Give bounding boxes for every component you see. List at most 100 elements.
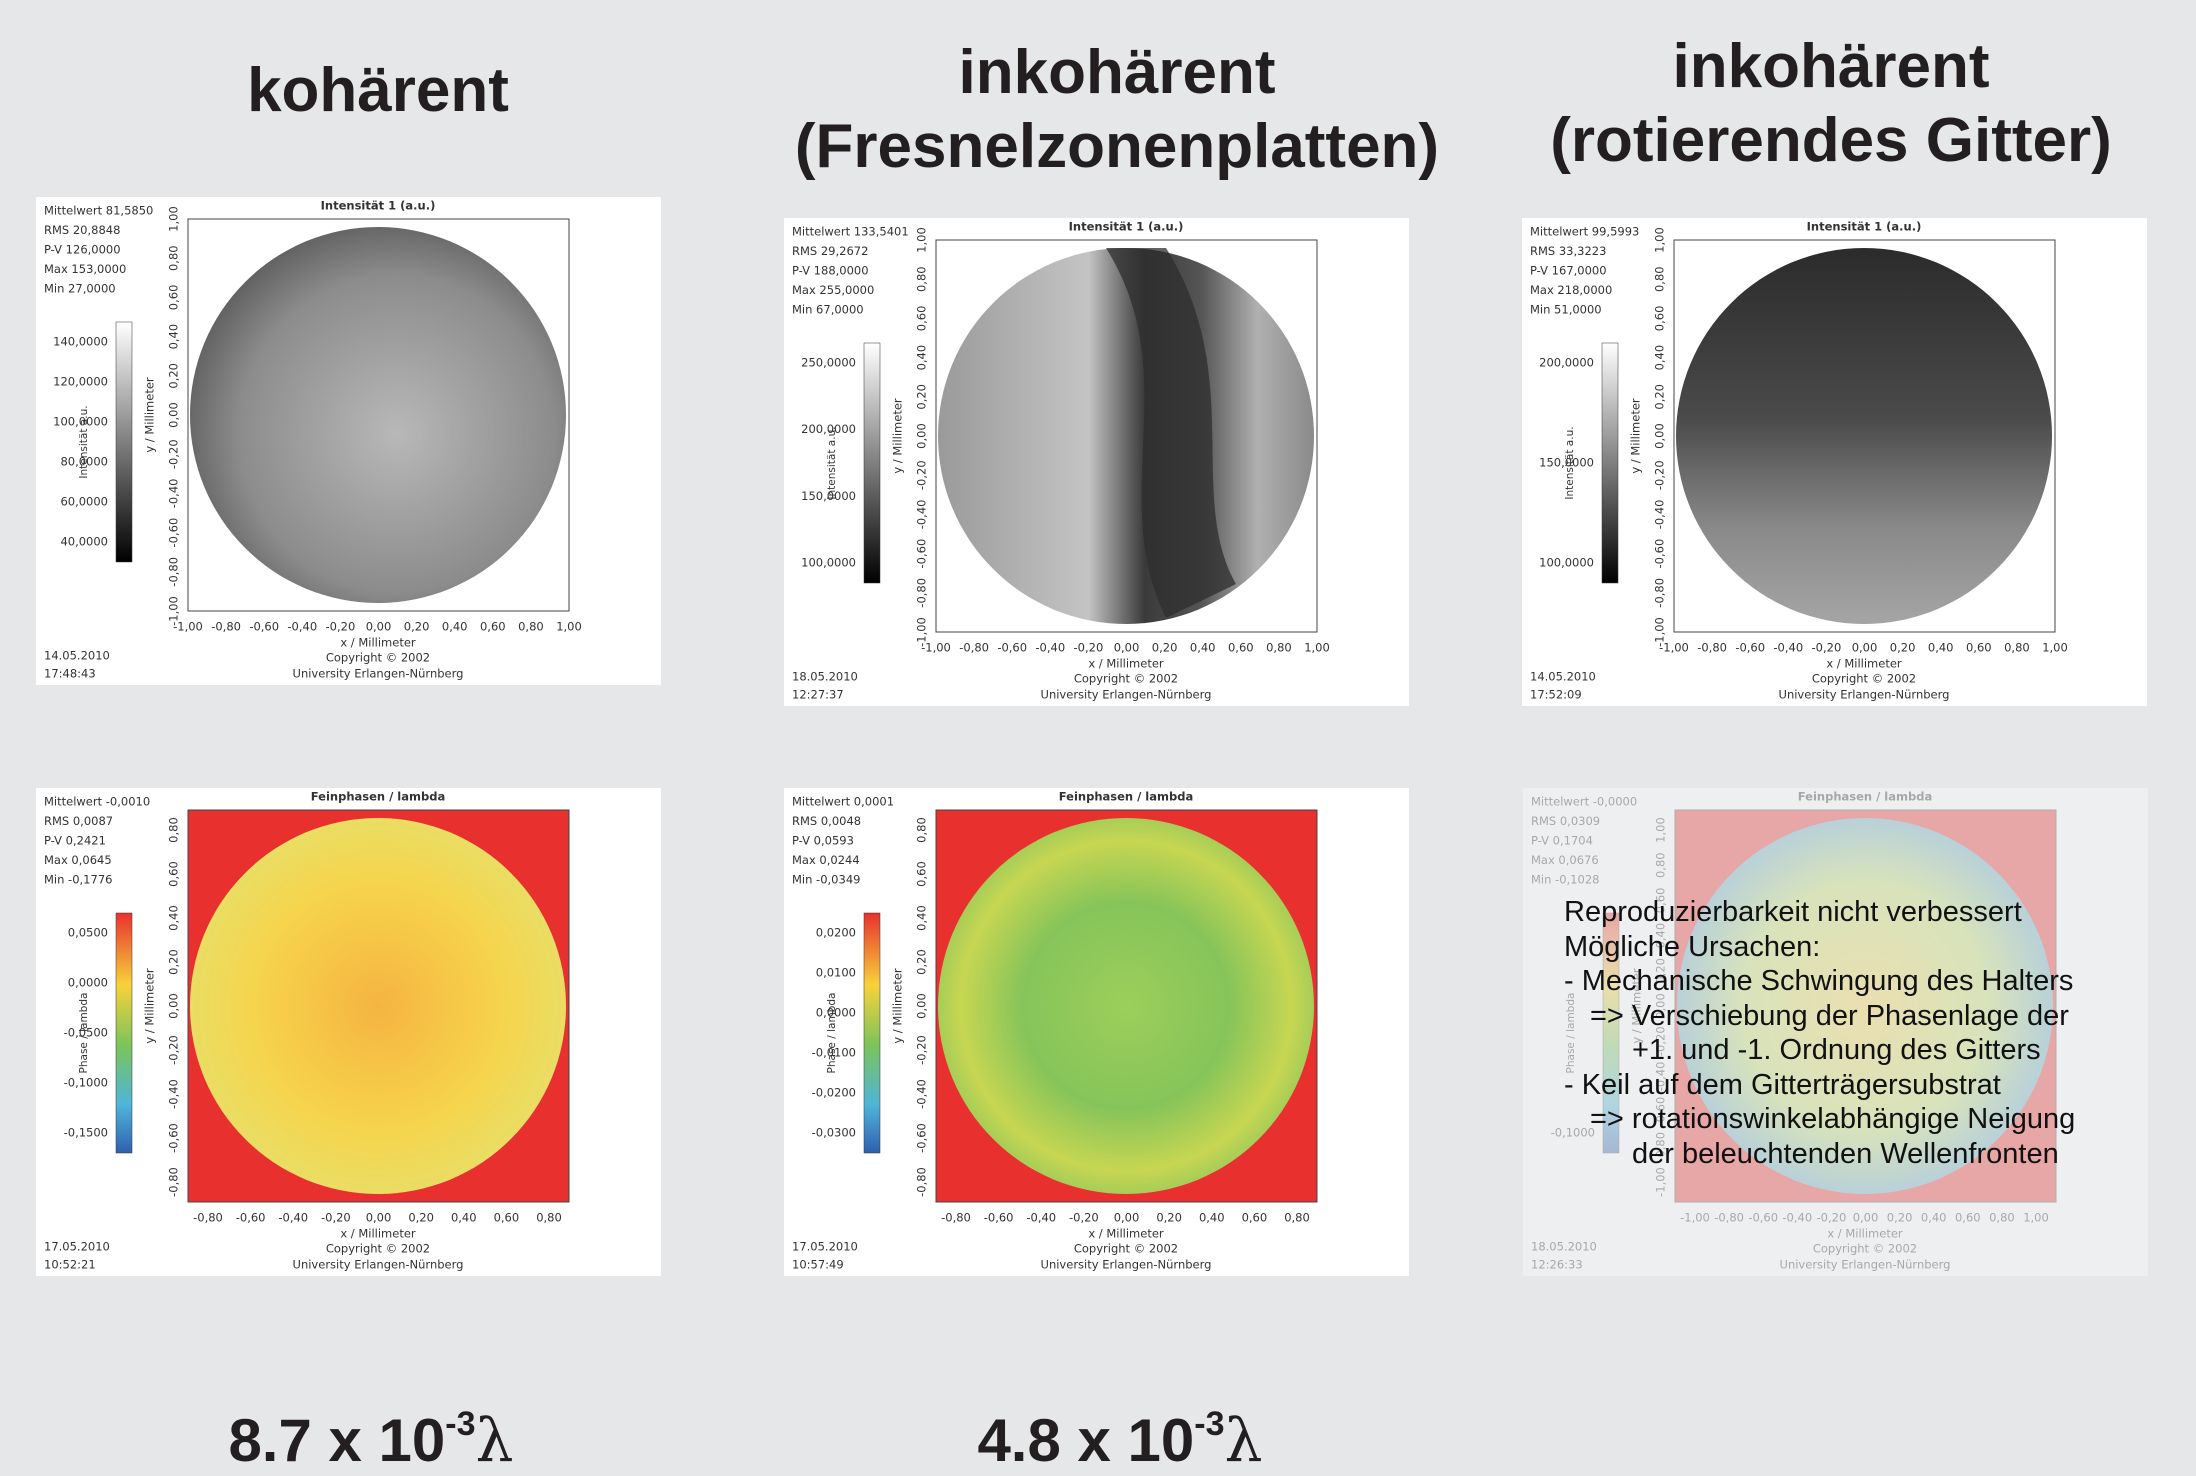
y-tick-label: 0,20 bbox=[1654, 958, 1668, 984]
x-tick-label: 0,80 bbox=[536, 1211, 562, 1225]
copyright: Copyright © 2002 bbox=[1813, 1242, 1917, 1256]
copyright: Copyright © 2002 bbox=[1812, 672, 1916, 686]
y-axis-label: y / Millimeter bbox=[891, 968, 905, 1044]
colorbar-tick-label: -0,0300 bbox=[812, 1126, 856, 1140]
overlay-line: Mögliche Ursachen: bbox=[1564, 930, 1821, 963]
colorbar-tick-label: 100,0000 bbox=[801, 556, 856, 570]
y-tick-label: -0,80 bbox=[167, 557, 181, 587]
aperture-image bbox=[1677, 818, 2053, 1194]
overlay-line: - Keil auf dem Gitterträgersubstrat bbox=[1564, 1068, 2001, 1101]
precision-result: 4.8 x 10-3λ bbox=[820, 1405, 1420, 1476]
x-axis-label: x / Millimeter bbox=[1826, 657, 1902, 671]
x-tick-label: -0,20 bbox=[321, 1211, 351, 1225]
x-axis-label: x / Millimeter bbox=[1088, 657, 1164, 671]
y-tick-label: -1,00 bbox=[167, 596, 181, 626]
x-tick-label: 0,00 bbox=[1114, 1211, 1140, 1225]
aperture-image bbox=[190, 227, 566, 603]
university: University Erlangen-Nürnberg bbox=[293, 667, 464, 681]
aperture-image bbox=[190, 818, 566, 1194]
colorbar-label: Intensität a.u. bbox=[78, 405, 90, 478]
stat: P-V 126,0000 bbox=[44, 243, 121, 257]
x-tick-label: -0,80 bbox=[1697, 641, 1727, 655]
x-tick-label: 0,40 bbox=[1199, 1211, 1225, 1225]
x-tick-label: -0,20 bbox=[1074, 641, 1104, 655]
aperture-image bbox=[1676, 248, 2052, 624]
panel-plot: Mittelwert 133,5401 RMS 29,2672 P-V 188,00… bbox=[792, 220, 1330, 702]
y-tick-label: 0,80 bbox=[167, 817, 181, 843]
time: 17:48:43 bbox=[44, 667, 96, 681]
y-tick-label: -0,80 bbox=[915, 1167, 929, 1197]
x-tick-label: -0,20 bbox=[1069, 1211, 1099, 1225]
y-tick-label: 0,40 bbox=[915, 905, 929, 931]
copyright: Copyright © 2002 bbox=[326, 651, 430, 665]
colorbar bbox=[1602, 912, 1620, 1154]
colorbar-tick-label: -0,0500 bbox=[64, 1026, 108, 1040]
x-tick-label: -0,20 bbox=[326, 620, 356, 634]
y-tick-label: 0,40 bbox=[1654, 923, 1668, 949]
y-tick-label: 0,40 bbox=[167, 905, 181, 931]
x-tick-label: 0,00 bbox=[1114, 641, 1140, 655]
y-tick-label: -0,40 bbox=[167, 1079, 181, 1109]
colorbar-tick-label: 40,0000 bbox=[60, 535, 108, 549]
y-tick-label: 0,60 bbox=[915, 306, 929, 332]
colorbar-tick-label: 200,0000 bbox=[801, 422, 856, 436]
y-tick-label: -0,80 bbox=[167, 1167, 181, 1197]
y-tick-label: 0,20 bbox=[167, 949, 181, 975]
y-tick-label: 0,80 bbox=[1653, 266, 1667, 292]
y-axis-label: y / Millimeter bbox=[1629, 398, 1643, 474]
university: University Erlangen-Nürnberg bbox=[1041, 1258, 1212, 1272]
measurement-panel: Mittelwert 0,0001 RMS 0,0048 P-V 0,0593 Max… bbox=[784, 788, 1409, 1276]
overlay-line: der beleuchtenden Wellenfronten bbox=[1632, 1137, 2059, 1170]
x-tick-label: -0,80 bbox=[193, 1211, 223, 1225]
date: 17.05.2010 bbox=[792, 1240, 858, 1254]
stat: Min 51,0000 bbox=[1530, 303, 1602, 317]
y-tick-label: 0,20 bbox=[915, 384, 929, 410]
measurement-panel: Mittelwert 133,5401 RMS 29,2672 P-V 188,00… bbox=[784, 218, 1409, 706]
x-tick-label: 0,00 bbox=[366, 1211, 392, 1225]
x-tick-label: 0,40 bbox=[1921, 1211, 1947, 1225]
overlay-line: => Verschiebung der Phasenlage der bbox=[1590, 999, 2069, 1032]
y-axis-label: y / Millimeter bbox=[143, 968, 157, 1044]
plot-frame bbox=[1673, 239, 2056, 633]
stat: RMS 0,0048 bbox=[792, 814, 861, 828]
x-tick-label: 0,60 bbox=[494, 1211, 520, 1225]
colorbar-tick-label: -0,1500 bbox=[64, 1126, 108, 1140]
stat: Max 0,0676 bbox=[1531, 853, 1599, 867]
y-tick-label: 0,80 bbox=[915, 817, 929, 843]
y-tick-label: -0,40 bbox=[915, 500, 929, 530]
overlay-line: => rotationswinkelabhängige Neigung bbox=[1590, 1103, 2076, 1135]
measurement-panel: Mittelwert -0,0000 RMS 0,0309 P-V 0,1704 Ma… bbox=[1523, 788, 2148, 1276]
heading-line: (rotierendes Gitter) bbox=[1550, 106, 2112, 175]
x-tick-label: 1,00 bbox=[556, 620, 582, 634]
y-tick-label: -0,80 bbox=[915, 578, 929, 608]
y-tick-label: -0,20 bbox=[1653, 460, 1667, 490]
y-tick-label: -0,60 bbox=[167, 1123, 181, 1153]
stat: Max 0,0244 bbox=[792, 853, 860, 867]
x-tick-label: -0,60 bbox=[1735, 641, 1765, 655]
date: 18.05.2010 bbox=[1531, 1240, 1597, 1254]
stat: P-V 0,0593 bbox=[792, 834, 854, 848]
panel-plot: Mittelwert 99,5993 RMS 33,3223 P-V 167,000… bbox=[1530, 220, 2068, 702]
y-tick-label: -0,60 bbox=[1654, 1097, 1668, 1127]
x-tick-label: 1,00 bbox=[1304, 641, 1330, 655]
y-tick-label: 0,40 bbox=[167, 324, 181, 350]
university: University Erlangen-Nürnberg bbox=[1780, 1258, 1951, 1272]
y-axis-label: y / Millimeter bbox=[1630, 968, 1644, 1044]
x-tick-label: 0,40 bbox=[451, 1211, 477, 1225]
stat: Max 255,0000 bbox=[792, 283, 874, 297]
y-tick-label: -0,20 bbox=[915, 1035, 929, 1065]
stat: Mittelwert -0,0000 bbox=[1531, 795, 1637, 809]
colorbar-tick-label: 150,0000 bbox=[801, 489, 856, 503]
colorbar-tick-label: 60,0000 bbox=[60, 495, 108, 509]
y-tick-label: 0,00 bbox=[915, 423, 929, 449]
y-tick-label: -0,40 bbox=[1653, 500, 1667, 530]
stat: Min 67,0000 bbox=[792, 303, 864, 317]
x-tick-label: 0,20 bbox=[404, 620, 430, 634]
colorbar-tick-label: 250,0000 bbox=[801, 356, 856, 370]
stat: P-V 188,0000 bbox=[792, 264, 869, 278]
dark-band bbox=[1106, 248, 1236, 618]
colorbar-tick-label: 200,0000 bbox=[1539, 356, 1594, 370]
date: 18.05.2010 bbox=[792, 670, 858, 684]
x-tick-label: -1,00 bbox=[1659, 641, 1689, 655]
